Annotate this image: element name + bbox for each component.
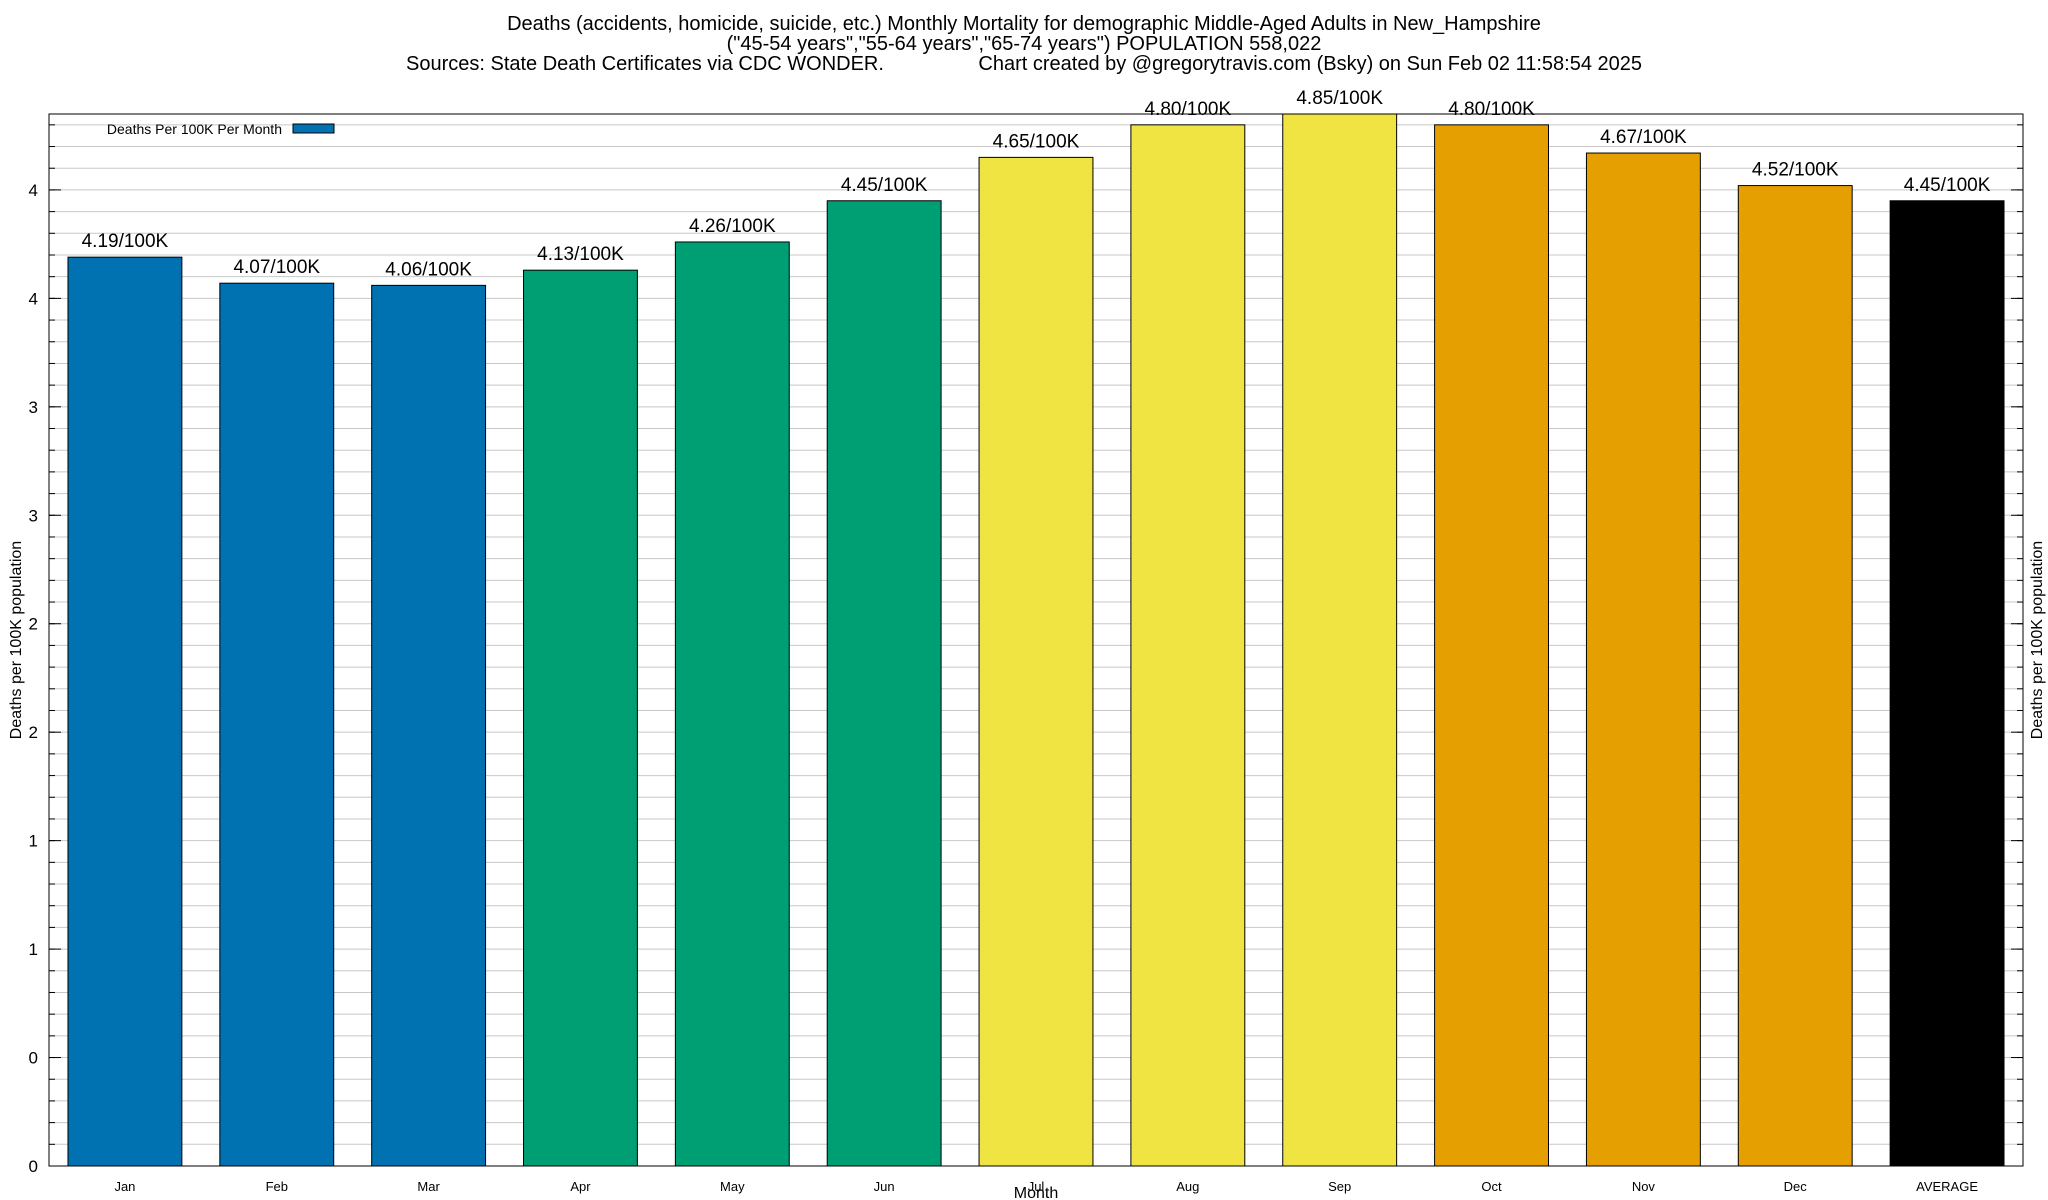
x-tick-label: Nov bbox=[1632, 1179, 1656, 1194]
data-label: 4.45/100K bbox=[1904, 175, 1991, 196]
y-tick-label: 3 bbox=[29, 506, 38, 525]
data-label: 4.80/100K bbox=[1145, 99, 1232, 120]
x-tick-label: Mar bbox=[417, 1179, 440, 1194]
y-tick-label: 4 bbox=[29, 289, 38, 308]
y-tick-label: 1 bbox=[29, 832, 38, 851]
data-label: 4.65/100K bbox=[993, 131, 1080, 152]
chart-subtitle: ("45-54 years","55-64 years","65-74 year… bbox=[726, 33, 1322, 55]
chart-sources: Sources: State Death Certificates via CD… bbox=[406, 53, 884, 75]
y-tick-label: 0 bbox=[29, 1157, 38, 1176]
data-label: 4.67/100K bbox=[1600, 127, 1687, 148]
chart-credit: Chart created by @gregorytravis.com (Bsk… bbox=[978, 53, 1642, 75]
plot-frame bbox=[48, 113, 2024, 1167]
x-tick-label: Oct bbox=[1481, 1179, 1502, 1194]
data-label: 4.80/100K bbox=[1448, 99, 1535, 120]
x-tick-label: Jun bbox=[874, 1179, 895, 1194]
bar-apr bbox=[523, 269, 638, 1167]
bar-dec bbox=[1737, 185, 1853, 1167]
axis-ticks: 0 0 1 1 2 2 3 3 4 4 Jan Feb Mar Apr May Jun Jul Aug Sep Oct… bbox=[29, 124, 2023, 1194]
data-label: 4.26/100K bbox=[689, 216, 776, 237]
bar-jul bbox=[978, 156, 1094, 1167]
y-tick-label: 2 bbox=[29, 615, 38, 634]
y-tick-label: 0 bbox=[29, 1049, 38, 1068]
y-tick-label: 1 bbox=[29, 940, 38, 959]
y-tick-label: 3 bbox=[29, 398, 38, 417]
x-tick-label: AVERAGE bbox=[1916, 1179, 1978, 1194]
x-tick-label: Feb bbox=[266, 1179, 288, 1194]
x-axis-title: Month bbox=[1014, 1185, 1058, 1200]
data-label: 4.07/100K bbox=[233, 257, 320, 278]
legend: Deaths Per 100K Per Month bbox=[107, 121, 335, 137]
bar-sep bbox=[1282, 113, 1398, 1167]
data-label: 4.13/100K bbox=[537, 244, 624, 265]
x-tick-label: Dec bbox=[1784, 1179, 1808, 1194]
chart-title: Deaths (accidents, homicide, suicide, et… bbox=[507, 13, 1541, 35]
bar-nov bbox=[1585, 152, 1701, 1167]
y-tick-label: 4 bbox=[29, 181, 38, 200]
x-tick-label: May bbox=[720, 1179, 745, 1194]
legend-label: Deaths Per 100K Per Month bbox=[107, 121, 282, 137]
bar-average bbox=[1889, 200, 2005, 1167]
bar-feb bbox=[219, 282, 335, 1167]
bar-mar bbox=[371, 284, 487, 1167]
data-label: 4.19/100K bbox=[82, 231, 169, 252]
y2-axis-title: Deaths per 100K population bbox=[2029, 541, 2046, 739]
data-label: 4.06/100K bbox=[385, 259, 472, 280]
data-label: 4.45/100K bbox=[841, 175, 928, 196]
bars bbox=[67, 113, 2005, 1167]
data-label: 4.52/100K bbox=[1752, 160, 1839, 181]
x-tick-label: Apr bbox=[570, 1179, 591, 1194]
x-tick-label: Sep bbox=[1328, 1179, 1351, 1194]
x-tick-label: Jul bbox=[1028, 1179, 1045, 1194]
y-tick-label: 2 bbox=[29, 723, 38, 742]
legend-swatch bbox=[292, 123, 335, 134]
bar-oct bbox=[1434, 124, 1549, 1167]
x-tick-label: Aug bbox=[1176, 1179, 1199, 1194]
bar-jun bbox=[826, 200, 942, 1167]
bar-may bbox=[674, 241, 790, 1167]
bar-jan bbox=[67, 256, 183, 1167]
data-label: 4.85/100K bbox=[1296, 88, 1383, 109]
bar-labels: 4.19/100K 4.07/100K 4.06/100K 4.13/100K 4.26… bbox=[82, 88, 1991, 280]
chart-sources-line: Sources: State Death Certificates via CD… bbox=[0, 54, 2048, 74]
x-tick-label: Jan bbox=[114, 1179, 135, 1194]
y-axis-title: Deaths per 100K population bbox=[8, 541, 25, 739]
bar-aug bbox=[1130, 124, 1246, 1167]
chart-title-block: Deaths (accidents, homicide, suicide, et… bbox=[0, 14, 2048, 74]
